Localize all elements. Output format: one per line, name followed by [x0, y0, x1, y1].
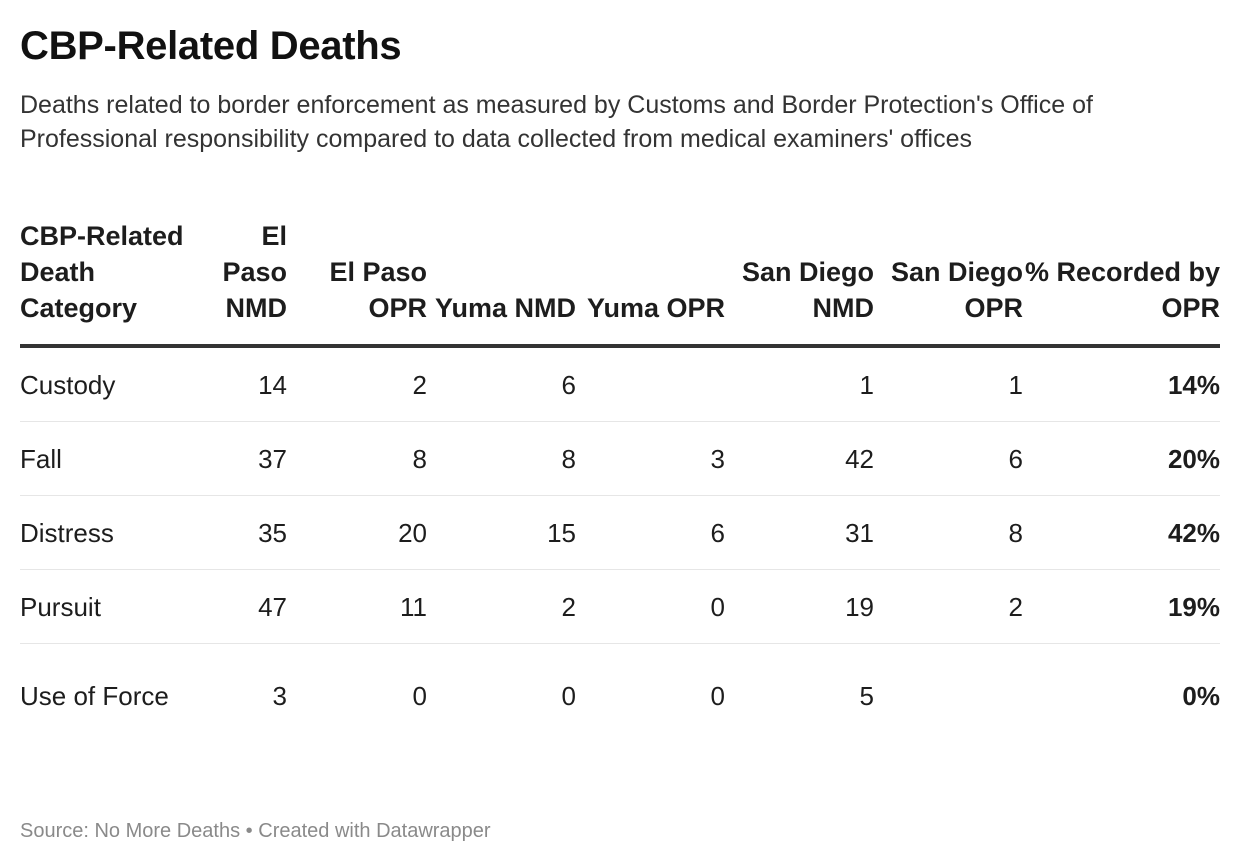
column-header[interactable]: San Diego NMD — [725, 218, 874, 348]
value-cell: 1 — [874, 346, 1023, 422]
value-cell: 11 — [287, 569, 427, 644]
table-header-row: CBP-Related Death Category El Paso NMD E… — [20, 218, 1220, 348]
column-header[interactable]: Yuma OPR — [576, 218, 725, 348]
percent-cell: 0% — [1182, 681, 1220, 711]
value-cell: 2 — [427, 569, 576, 644]
value-cell: 1 — [725, 346, 874, 422]
value-cell: 0 — [710, 681, 725, 711]
table-row: Use of Force 3 0 0 0 5 0% — [20, 644, 1220, 749]
column-header[interactable]: El Paso OPR — [287, 218, 427, 348]
value-cell: 0 — [412, 681, 427, 711]
table-row: Distress 35 20 15 6 31 8 42% — [20, 495, 1220, 570]
chart-title: CBP-Related Deaths — [20, 24, 402, 68]
percent-cell: 14% — [1023, 346, 1220, 422]
chart-subtitle: Deaths related to border enforcement as … — [20, 91, 1093, 153]
footer-separator: • — [245, 820, 253, 842]
table-row: Fall 37 8 8 3 42 6 20% — [20, 421, 1220, 496]
value-cell: 19 — [725, 569, 874, 644]
column-header[interactable]: % Recorded by OPR — [1023, 218, 1220, 348]
category-cell: Use of Force — [20, 681, 169, 711]
value-cell: 8 — [287, 421, 427, 496]
value-cell: 2 — [874, 569, 1023, 644]
chart-footer: Source: No More Deaths • Created with Da… — [20, 818, 491, 844]
value-cell: 3 — [576, 421, 725, 496]
value-cell: 14 — [200, 346, 287, 422]
column-header[interactable]: CBP-Related Death Category — [20, 218, 200, 348]
value-cell: 15 — [427, 495, 576, 570]
value-cell: 8 — [427, 421, 576, 496]
category-cell: Fall — [20, 421, 200, 496]
value-cell: 2 — [287, 346, 427, 422]
percent-cell: 19% — [1023, 569, 1220, 644]
table-row: Pursuit 47 11 2 0 19 2 19% — [20, 569, 1220, 644]
value-cell: 5 — [859, 681, 874, 711]
value-cell: 8 — [874, 495, 1023, 570]
value-cell: 37 — [200, 421, 287, 496]
value-cell — [576, 346, 725, 422]
value-cell: 0 — [561, 681, 576, 711]
value-cell: 31 — [725, 495, 874, 570]
value-cell: 3 — [272, 681, 287, 711]
datawrapper-credit[interactable]: Created with Datawrapper — [258, 820, 491, 842]
column-header[interactable]: El Paso NMD — [200, 218, 287, 348]
chart-container: CBP-Related Deaths Deaths related to bor… — [20, 0, 1220, 711]
value-cell: 42 — [725, 421, 874, 496]
table-row: Custody 14 2 6 1 1 14% — [20, 346, 1220, 422]
percent-cell: 42% — [1023, 495, 1220, 570]
category-cell: Distress — [20, 495, 200, 570]
value-cell: 6 — [576, 495, 725, 570]
value-cell: 35 — [200, 495, 287, 570]
column-header[interactable]: Yuma NMD — [427, 218, 576, 348]
category-cell: Custody — [20, 346, 200, 422]
value-cell: 47 — [200, 569, 287, 644]
value-cell: 0 — [576, 569, 725, 644]
category-cell: Pursuit — [20, 569, 200, 644]
percent-cell: 20% — [1023, 421, 1220, 496]
value-cell: 20 — [287, 495, 427, 570]
value-cell — [874, 644, 1023, 749]
value-cell: 6 — [427, 346, 576, 422]
deaths-table: CBP-Related Death Category El Paso NMD E… — [20, 218, 1220, 748]
source-note: Source: No More Deaths — [20, 820, 241, 842]
column-header[interactable]: San Diego OPR — [874, 218, 1023, 348]
value-cell: 6 — [874, 421, 1023, 496]
